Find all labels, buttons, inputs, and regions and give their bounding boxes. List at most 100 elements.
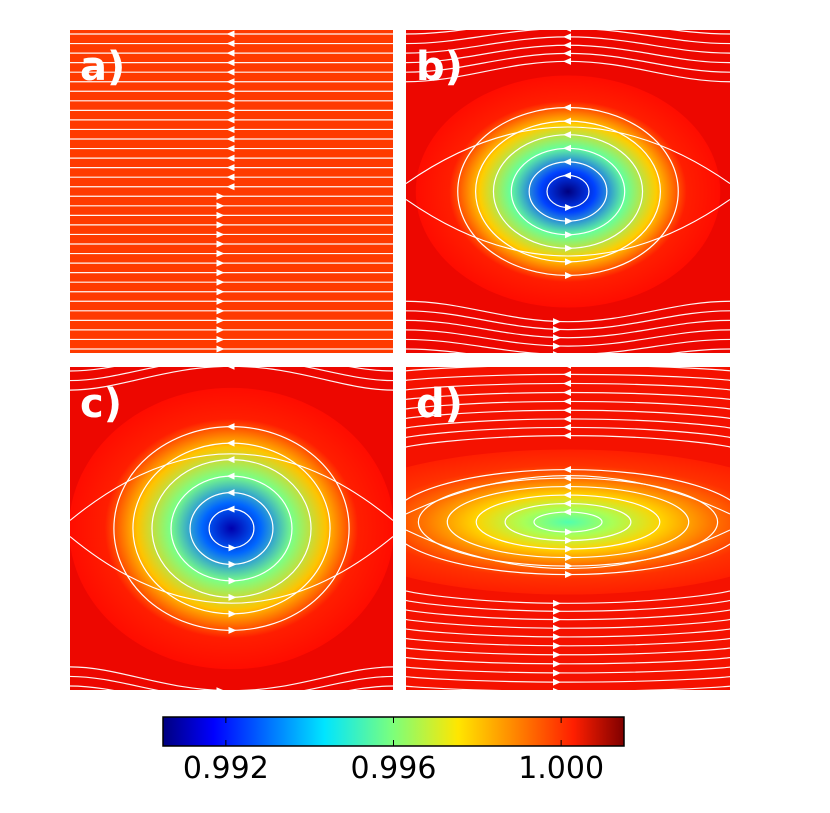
streamline — [70, 367, 393, 391]
streamline — [70, 675, 393, 690]
streamline-arrow — [216, 192, 225, 200]
streamline-arrow — [226, 164, 235, 172]
orbit-arrow — [226, 472, 235, 480]
streamline-arrow — [563, 370, 571, 378]
streamline-arrow — [216, 221, 225, 229]
streamline-arrow — [563, 16, 571, 23]
streamline-arrow — [553, 607, 561, 615]
streamline-arrow — [216, 202, 225, 210]
streamline — [406, 310, 730, 331]
streamline-arrow — [553, 351, 558, 353]
separatrix — [406, 199, 730, 257]
streamline — [406, 637, 730, 647]
streamline-arrow — [563, 33, 571, 41]
streamline-arrow — [226, 125, 235, 133]
panel-d — [406, 367, 730, 690]
streamline-arrow — [553, 642, 561, 650]
streamline-arrow — [553, 651, 561, 659]
streamline — [406, 599, 730, 612]
streamline-arrow — [226, 30, 235, 38]
orbit-arrow — [565, 217, 573, 225]
streamline-arrow — [216, 326, 225, 334]
streamline-arrow — [216, 307, 225, 315]
streamline-arrow — [216, 335, 225, 343]
orbit-arrow — [228, 544, 237, 552]
orbit-arrow — [565, 272, 573, 279]
streamline — [406, 656, 730, 665]
streamline-arrow — [553, 669, 561, 677]
streamline-arrow — [226, 135, 235, 143]
panel-label-a: a) — [80, 44, 125, 90]
streamline-arrow — [563, 49, 571, 57]
streamline — [406, 329, 730, 347]
streamline-arrow — [553, 318, 561, 326]
streamline-arrow — [566, 30, 571, 32]
streamline-arrow — [553, 660, 561, 668]
streamline-arrow — [553, 360, 561, 367]
separatrix — [406, 529, 730, 569]
streamline-arrow — [567, 367, 571, 369]
panel-c-vortex — [70, 387, 393, 670]
orbit-arrow — [565, 231, 573, 239]
streamline — [406, 685, 730, 690]
streamline-arrow — [216, 269, 225, 277]
streamline — [406, 628, 730, 638]
orbit-arrow — [563, 131, 571, 139]
streamline-arrow — [226, 87, 235, 95]
orbit-arrow — [228, 577, 237, 585]
streamline-arrow — [563, 388, 571, 396]
streamline — [70, 666, 393, 690]
streamline-arrow — [553, 342, 561, 350]
separatrix — [70, 453, 393, 521]
streamline — [406, 338, 730, 353]
separatrix — [70, 536, 393, 604]
orbit-arrow — [228, 593, 237, 601]
streamline-arrow — [216, 240, 225, 248]
streamline-arrow — [216, 230, 225, 238]
orbit-arrow — [563, 466, 571, 474]
orbit-arrow — [226, 489, 235, 497]
streamline — [406, 319, 730, 339]
streamline-arrow — [226, 59, 235, 67]
streamline — [406, 367, 730, 372]
streamline — [70, 367, 393, 382]
orbit-arrow — [226, 423, 235, 431]
separatrix — [406, 475, 730, 515]
panel-c — [70, 367, 393, 690]
streamline-arrow — [216, 211, 225, 219]
separatrix — [406, 126, 730, 184]
colorbar-tick-label-1: 0.996 — [351, 751, 437, 786]
streamline-arrow — [553, 599, 561, 607]
streamline-arrow — [216, 345, 225, 353]
streamline-arrow — [553, 334, 561, 342]
streamline-arrow — [226, 49, 235, 57]
streamline-arrow — [563, 415, 571, 423]
orbit-arrow — [563, 158, 571, 166]
orbit-arrow — [565, 545, 573, 553]
streamline-arrow — [228, 367, 235, 370]
panel-d-vortex — [406, 449, 730, 595]
panel-label-b: b) — [416, 44, 463, 90]
orbit-arrow — [226, 456, 235, 464]
orbit-arrow — [565, 537, 573, 545]
orbit-arrow — [226, 505, 235, 513]
streamline-arrow — [226, 183, 235, 191]
orbit-arrow — [565, 562, 573, 570]
streamline-arrow — [226, 145, 235, 153]
streamline-arrow — [216, 250, 225, 258]
streamline-arrow — [226, 40, 235, 48]
streamline-arrow — [226, 154, 235, 162]
streamline-arrow — [553, 326, 561, 334]
streamline-arrow — [563, 406, 571, 414]
streamline — [406, 590, 730, 604]
panel-b-vortex — [415, 75, 721, 308]
panel-label-d: d) — [416, 381, 463, 427]
orbit-arrow — [228, 626, 237, 634]
panel-a — [70, 30, 393, 353]
streamline — [406, 300, 730, 323]
streamline-arrow — [553, 633, 561, 641]
orbit-arrow — [563, 474, 571, 482]
orbit-arrow — [565, 258, 573, 266]
streamline-arrow — [216, 288, 225, 296]
streamline-arrow — [553, 616, 561, 624]
